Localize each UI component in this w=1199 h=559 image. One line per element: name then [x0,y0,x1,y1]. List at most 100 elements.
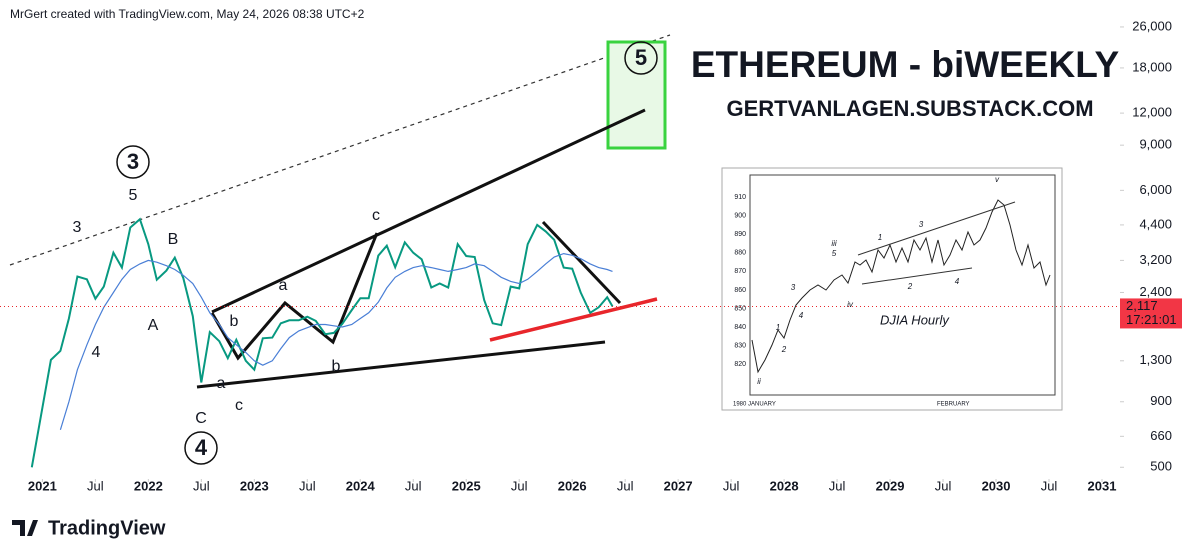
y-tick-label: 500 [1150,459,1172,474]
y-tick-label: 900 [1150,393,1172,408]
inset-wave-label: v [995,175,1000,184]
tradingview-logo [12,520,38,536]
inset-wave-label: 4 [955,277,960,286]
wave-label: b [230,313,239,330]
wave-line [210,232,379,361]
inset-tick-label: 900 [734,212,746,219]
inset-wave-label: 2 [781,345,787,354]
y-tick-label: 3,200 [1139,252,1172,267]
x-tick-label: Jul [87,478,104,493]
inset-line [751,199,1051,374]
logo-icon [12,520,38,536]
x-tick-label: Jul [405,478,422,493]
inset-tick-label: 890 [734,231,746,238]
price-tag [1120,298,1182,329]
x-tick-label: 2030 [982,478,1011,493]
support-line [489,297,658,342]
wave-label: c [372,207,380,224]
inset-tick-label: 830 [734,343,746,350]
wave-label: B [168,231,179,248]
wave-label: 5 [635,45,647,70]
y-tick-label: 26,000 [1132,18,1172,33]
inset-wave-label: 5 [832,249,837,258]
y-tick-label: 6,000 [1139,182,1172,197]
inset-title: DJIA Hourly [880,312,950,327]
annotation-circle [624,41,658,75]
inset-wave-label: iii [831,239,837,248]
inset-tick-label: 910 [734,194,746,201]
x-tick-label: 2028 [770,478,799,493]
inset-wave-label: iv [847,300,854,309]
y-tick-label: 1,300 [1139,352,1172,367]
inset-wave-label: 4 [799,311,804,320]
wave-label: b [332,358,341,375]
header: MrGert created with TradingView.com, May… [10,7,365,21]
inset-wave-label: 3 [919,220,924,229]
x-tick-label: 2024 [346,478,376,493]
x-tick-label: Jul [511,478,528,493]
y-tick-label: 12,000 [1132,105,1172,120]
inset-plot [749,174,1056,396]
chart-subtitle: GERTVANLAGEN.SUBSTACK.COM [726,96,1093,121]
inset-x-label: FEBRUARY [937,402,970,408]
target-box [606,40,667,150]
wave-label: 5 [129,187,138,204]
x-tick-label: 2023 [240,478,269,493]
x-tick-label: Jul [1041,478,1058,493]
wave-label: c [235,397,243,414]
x-tick-label: 2025 [452,478,481,493]
inset-tick-label: 820 [734,361,746,368]
inset-x-label: 1980 JANUARY [733,402,776,408]
x-tick-label: Jul [299,478,316,493]
inset-wave-label: 1 [776,323,780,332]
inset-wave-label: 2 [907,282,913,291]
wave-label: A [148,317,159,334]
chart-title: ETHEREUM - biWEEKLY [691,44,1120,85]
x-tick-label: Jul [193,478,210,493]
inset-tick-label: 850 [734,305,746,312]
x-tick-label: Jul [617,478,634,493]
wave-label: 3 [127,149,139,174]
wave-label: a [279,277,288,294]
inset-channel [861,267,973,285]
x-tick-label: 2031 [1088,478,1117,493]
x-tick-label: Jul [829,478,846,493]
inset-tick-label: 870 [734,268,746,275]
price-line [30,217,614,468]
wave-label: 3 [73,219,82,236]
wave-label: a [217,375,226,392]
annotation-circle [116,145,150,179]
inset-tick-label: 860 [734,287,746,294]
plot-area: 2021 Jul 2022 Jul 2023 Jul 2024 Jul 2025 Jul 2026 J… [9,34,1117,493]
price-tag-countdown: 17:21:01 [1126,312,1177,327]
y-tick-label: 18,000 [1132,59,1172,74]
wave-label: 4 [195,435,208,460]
trend-line [196,340,606,389]
price-tag-value: 2,117 [1126,298,1158,313]
inset-tick-label: 840 [734,324,746,331]
x-tick-label: 2022 [134,478,163,493]
inset-wave-label: ii [757,377,761,386]
x-tick-label: 2026 [558,478,587,493]
trend-line [211,108,646,314]
wave-label: 4 [92,344,101,361]
inset-channel [857,201,1016,256]
y-tick-label: 660 [1150,428,1172,443]
y-tick-label: 4,400 [1139,216,1172,231]
inset-frame [721,167,1063,411]
inset-tick-label: 880 [734,250,746,257]
inset-wave-label: 3 [791,283,796,292]
footer-logo-text: TradingView [48,517,166,539]
annotation-circle [184,431,218,465]
x-tick-label: 2027 [664,478,693,493]
inset-wave-label: 1 [878,233,882,242]
inset [721,167,1063,411]
y-tick-label: 9,000 [1139,137,1172,152]
x-tick-label: Jul [935,478,952,493]
wave-label: C [195,410,207,427]
x-tick-label: 2021 [28,478,57,493]
trend-line [541,220,622,305]
moving-average [59,252,613,430]
y-tick-label: 2,400 [1139,284,1172,299]
